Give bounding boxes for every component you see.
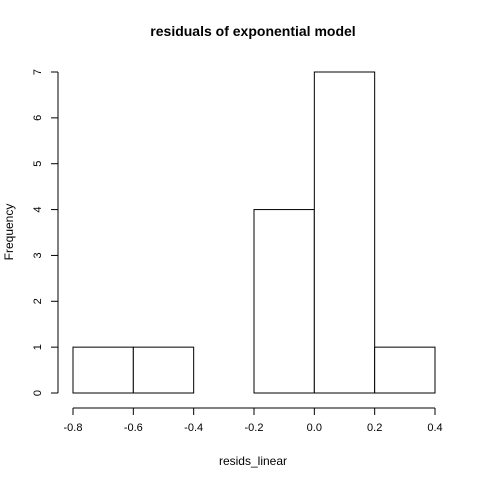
y-axis-label: Frequency: [2, 204, 16, 261]
x-tick-label-0: -0.8: [64, 422, 83, 434]
y-tick-label-3: 3: [32, 252, 44, 258]
x-axis-label: resids_linear: [219, 454, 287, 468]
y-tick-label-5: 5: [32, 161, 44, 167]
y-tick-label-4: 4: [32, 207, 44, 213]
x-axis: -0.8 -0.6 -0.4 -0.2 0.0 0.2 0.4: [64, 407, 443, 434]
histogram-bar-5: [374, 346, 436, 394]
y-tick-label-2: 2: [32, 298, 44, 304]
y-tick-label-1: 1: [32, 344, 44, 350]
x-tick-label-3: -0.2: [245, 422, 264, 434]
x-tick-label-1: -0.6: [124, 422, 143, 434]
x-tick-label-6: 0.4: [427, 422, 442, 434]
histogram-bar-0: [72, 346, 134, 394]
y-tick-label-0: 0: [32, 390, 44, 396]
histogram-bar-4: [313, 71, 376, 394]
y-axis: 0 1 2 3 4 5 6 7: [32, 69, 59, 396]
histogram-bar-1: [132, 346, 195, 394]
x-tick-label-2: -0.4: [184, 422, 203, 434]
x-tick-label-4: 0.0: [307, 422, 322, 434]
x-tick-label-5: 0.2: [367, 422, 382, 434]
bars-group: [72, 71, 436, 394]
histogram-bar-3: [253, 209, 315, 394]
chart-title: residuals of exponential model: [150, 23, 355, 39]
y-tick-label-7: 7: [32, 69, 44, 75]
y-tick-label-6: 6: [32, 115, 44, 121]
